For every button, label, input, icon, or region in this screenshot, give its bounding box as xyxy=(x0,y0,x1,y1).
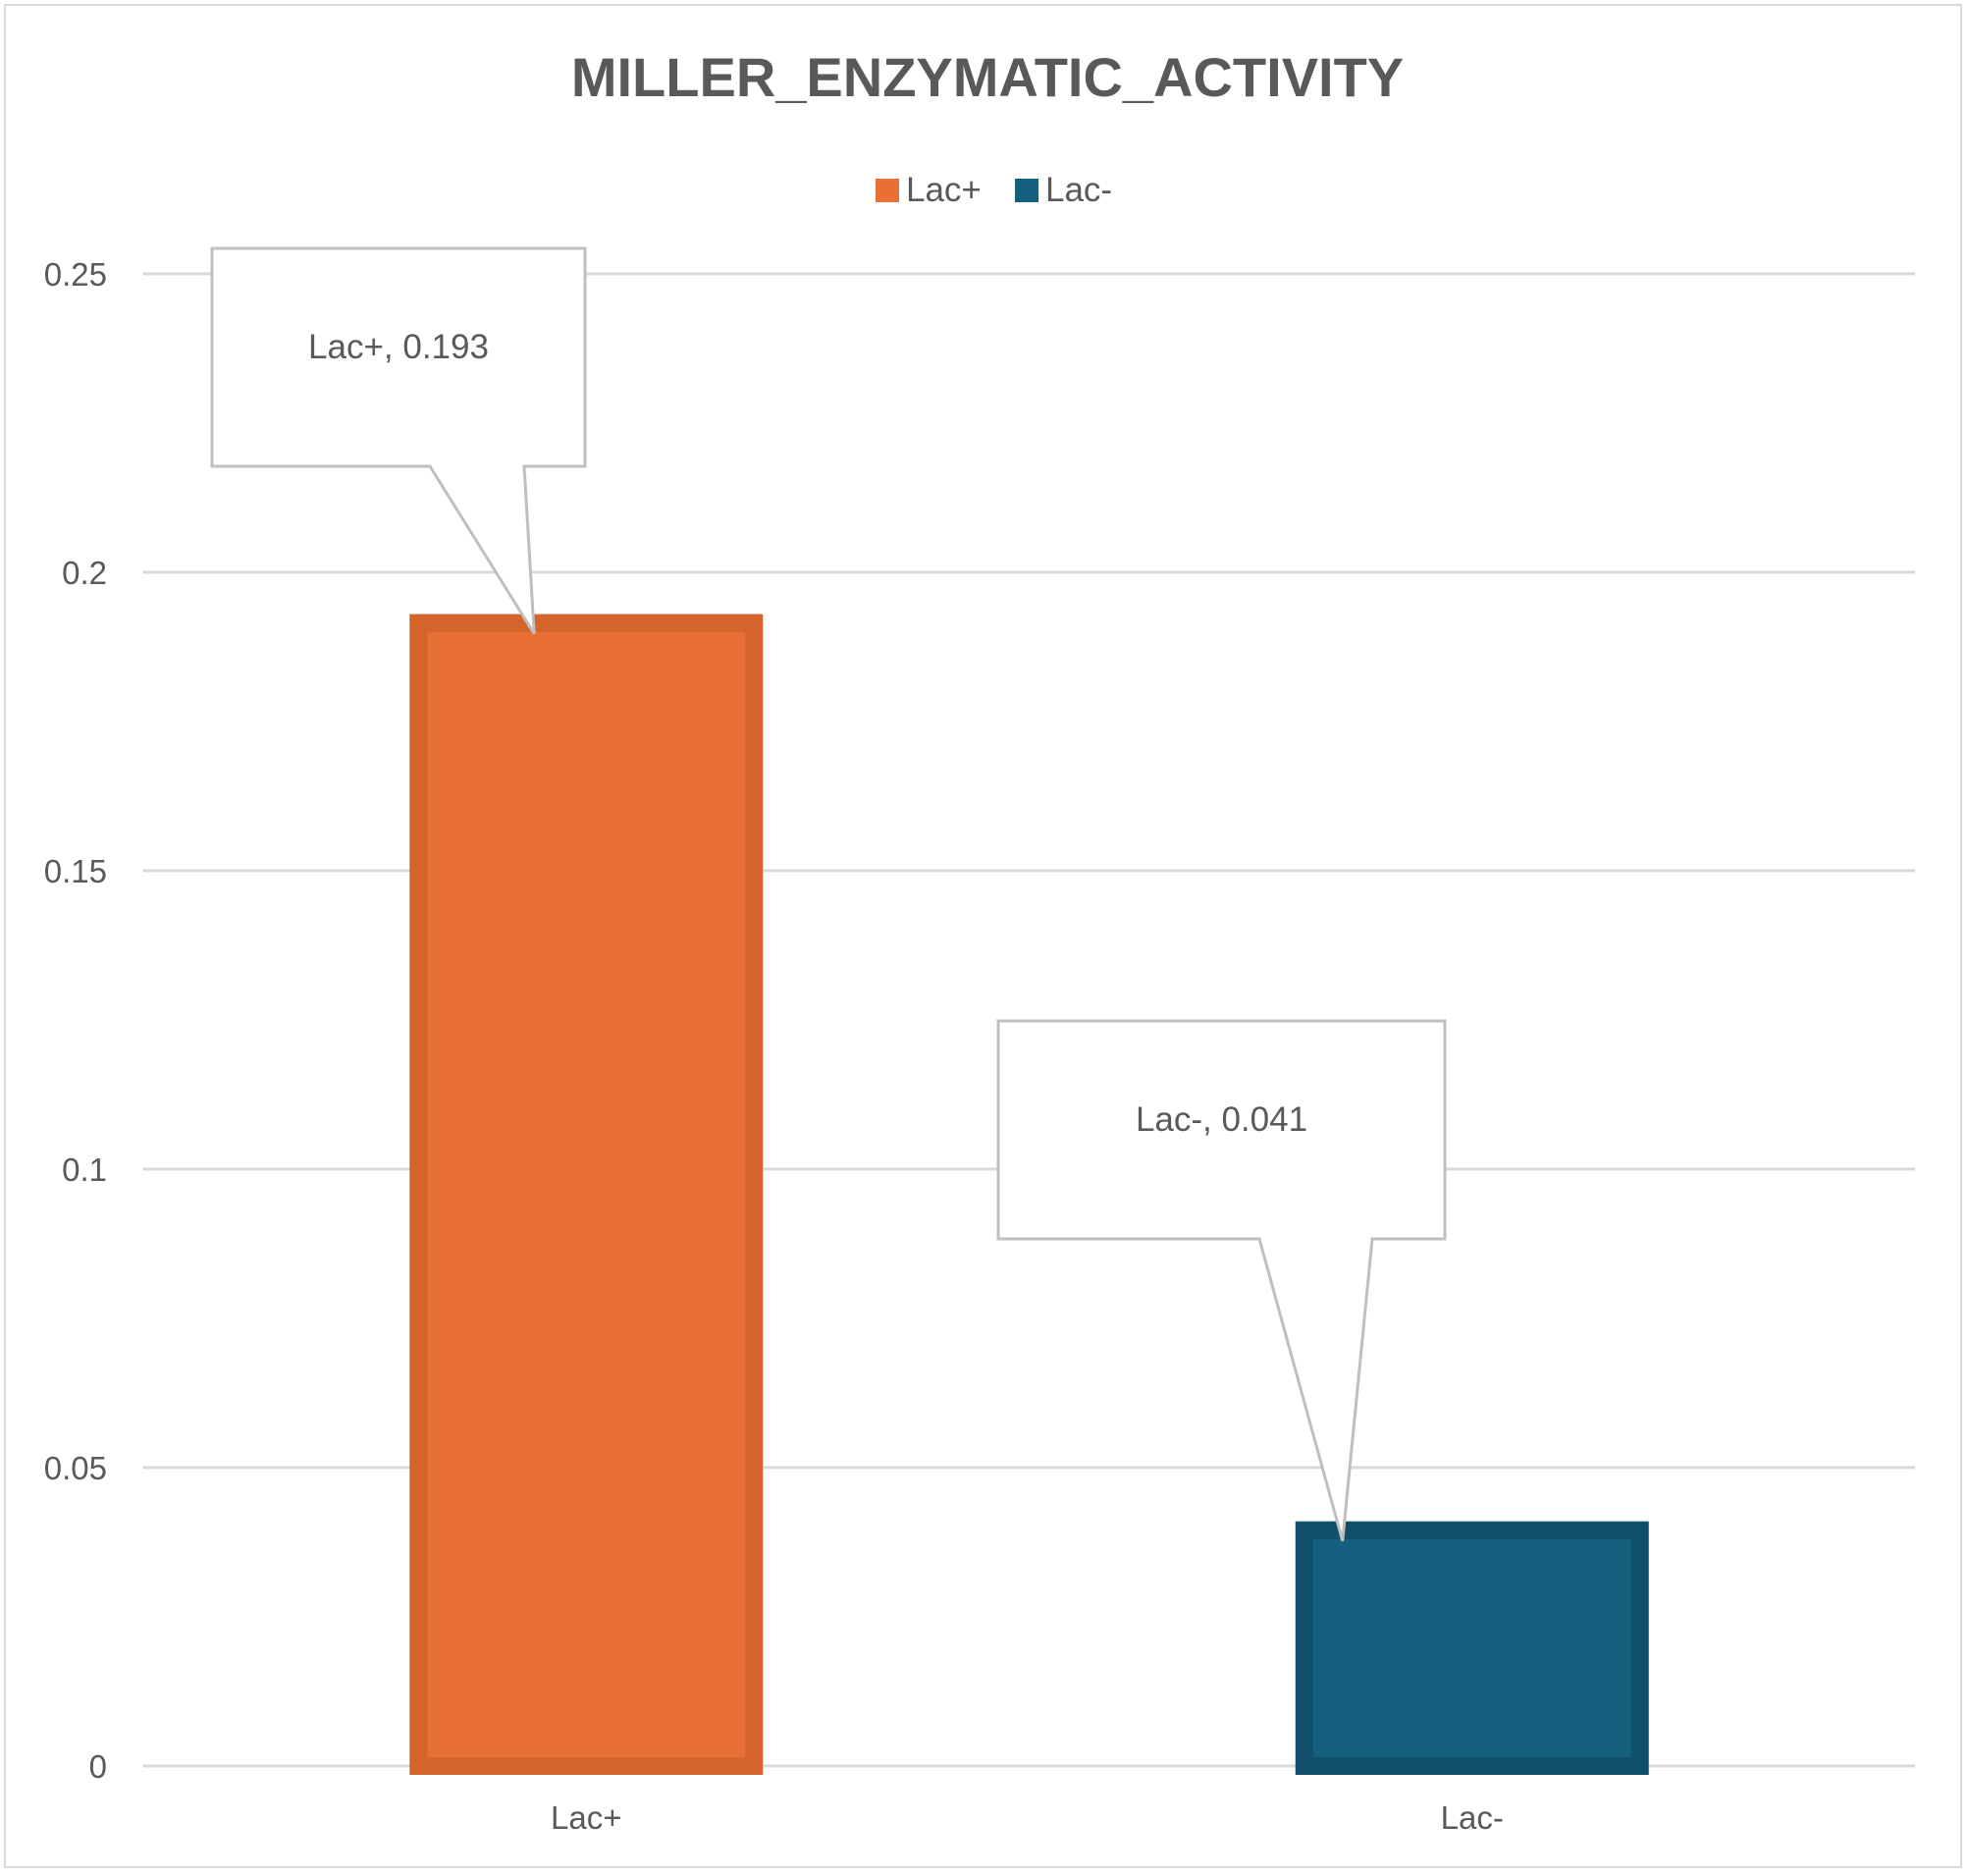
y-tick-label: 0 xyxy=(89,1748,107,1785)
data-callouts: Lac+, 0.193 Lac-, 0.041 xyxy=(210,246,1447,1542)
legend: Lac+ Lac- xyxy=(876,171,1112,209)
y-tick-label: 0.05 xyxy=(44,1450,107,1486)
y-tick-label: 0.2 xyxy=(62,555,107,591)
legend-swatch xyxy=(1015,179,1038,202)
callout-box xyxy=(996,1019,1447,1542)
x-tick-label: Lac+ xyxy=(551,1799,621,1836)
y-tick-label: 0.1 xyxy=(62,1152,107,1188)
bar-lacminus xyxy=(1295,1521,1649,1775)
chart-title: MILLER_ENZYMATIC_ACTIVITY xyxy=(571,46,1404,108)
callout-box xyxy=(210,246,587,635)
x-axis-labels: Lac+ Lac- xyxy=(551,1799,1504,1836)
chart-frame: MILLER_ENZYMATIC_ACTIVITY Lac+ Lac- 0 0.05… xyxy=(4,4,1962,1868)
y-tick-label: 0.25 xyxy=(44,256,107,293)
legend-label: Lac+ xyxy=(906,171,982,209)
y-tick-label: 0.15 xyxy=(44,853,107,889)
data-label: Lac+, 0.193 xyxy=(308,328,489,366)
legend-swatch xyxy=(876,179,899,202)
chart-canvas: MILLER_ENZYMATIC_ACTIVITY Lac+ Lac- 0 0.05… xyxy=(44,46,1915,1836)
x-tick-label: Lac- xyxy=(1441,1799,1504,1836)
data-label: Lac-, 0.041 xyxy=(1136,1100,1307,1139)
bars xyxy=(409,614,1649,1775)
y-axis-labels: 0 0.05 0.1 0.15 0.2 0.25 xyxy=(44,256,107,1785)
legend-label: Lac- xyxy=(1045,171,1112,209)
bar-lacplus xyxy=(409,614,764,1775)
